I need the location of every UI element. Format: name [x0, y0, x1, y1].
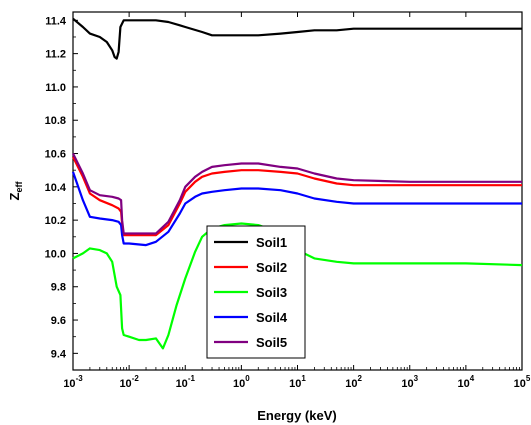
legend-label-soil4: Soil4	[256, 310, 288, 325]
y-tick-label: 10.8	[45, 115, 66, 127]
y-axis-title-base: Z	[7, 192, 22, 200]
legend-label-soil2: Soil2	[256, 260, 287, 275]
x-tick-label: 100	[233, 374, 250, 390]
legend-label-soil1: Soil1	[256, 235, 287, 250]
y-tick-label: 10.0	[45, 248, 66, 260]
x-axis-title: Energy (keV)	[257, 408, 336, 423]
y-tick-label: 10.4	[45, 182, 67, 194]
x-tick-label: 104	[458, 374, 475, 390]
x-tick-label: 10-2	[119, 374, 139, 390]
y-axis-title-sub: eff	[14, 181, 24, 193]
series-line-soil5	[72, 153, 522, 235]
y-tick-label: 11.2	[45, 49, 66, 61]
series-line-soil3	[72, 222, 523, 350]
y-tick-label: 9.4	[51, 348, 67, 360]
x-tick-label: 10-3	[63, 374, 83, 390]
y-tick-label: 9.8	[51, 282, 66, 294]
y-tick-label: 11.4	[45, 15, 67, 27]
series-line-soil2	[72, 156, 522, 237]
x-tick-label: 10-1	[176, 374, 196, 390]
y-tick-label: 10.6	[45, 149, 66, 161]
legend-label-soil3: Soil3	[256, 285, 287, 300]
series-lines	[71, 17, 523, 350]
y-tick-label: 10.2	[45, 215, 66, 227]
x-tick-label: 101	[289, 374, 306, 390]
x-tick-label: 103	[401, 374, 418, 390]
y-tick-labels: 9.4 9.6 9.8 10.0 10.2 10.4 10.6 10.8 11.0 11.2 11.…	[45, 15, 67, 360]
x-tick-label: 105	[514, 374, 531, 390]
legend: Soil1 Soil2 Soil3 Soil4 Soil5	[206, 225, 306, 359]
x-tick-label: 102	[345, 374, 362, 390]
axis-ticks	[72, 12, 523, 370]
series-line-soil1	[72, 17, 522, 60]
legend-label-soil5: Soil5	[256, 335, 287, 350]
y-tick-label: 11.0	[45, 82, 66, 94]
x-tick-labels: 10-3 10-2 10-1 100 101 102 103 104 105	[63, 374, 531, 390]
y-axis-title: Zeff	[7, 181, 24, 201]
series-line-soil4	[71, 171, 522, 247]
y-tick-label: 9.6	[51, 315, 66, 327]
